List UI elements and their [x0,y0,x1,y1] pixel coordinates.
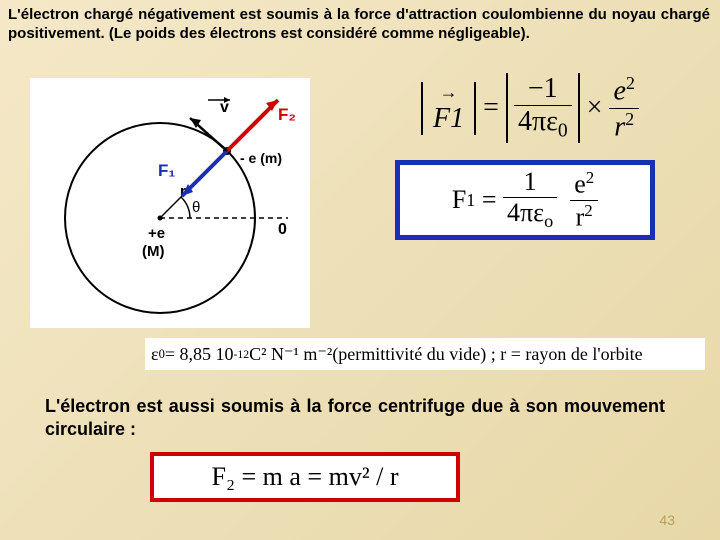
centrifugal-equation: F₂ = m a = mv² / r [150,452,460,502]
orbit-diagram: 0 +e (M) r θ - e (m) F₁ F₂ v [30,78,310,328]
origin-label: 0 [278,221,287,238]
f2-label: F₂ [278,105,296,124]
constants-line: ε0 = 8,85 10-12 C² N⁻¹ m⁻² (permittivité… [145,338,705,370]
page-number: 43 [659,512,675,528]
nucleus-mass: (M) [142,243,165,260]
coulomb-magnitude-equation: F1 = 14πεo e2r2 [395,160,655,240]
intro-paragraph: L'électron chargé négativement est soumi… [8,6,710,44]
coulomb-vector-equation: →F1 = −14πε0 × e2r2 [370,68,690,148]
electron-label: - e (m) [240,150,282,166]
f1-label: F₁ [158,161,175,180]
angle-label: θ [192,199,200,216]
centrifuge-paragraph: L'électron est aussi soumis à la force c… [45,395,665,442]
nucleus-charge: +e [148,225,165,242]
